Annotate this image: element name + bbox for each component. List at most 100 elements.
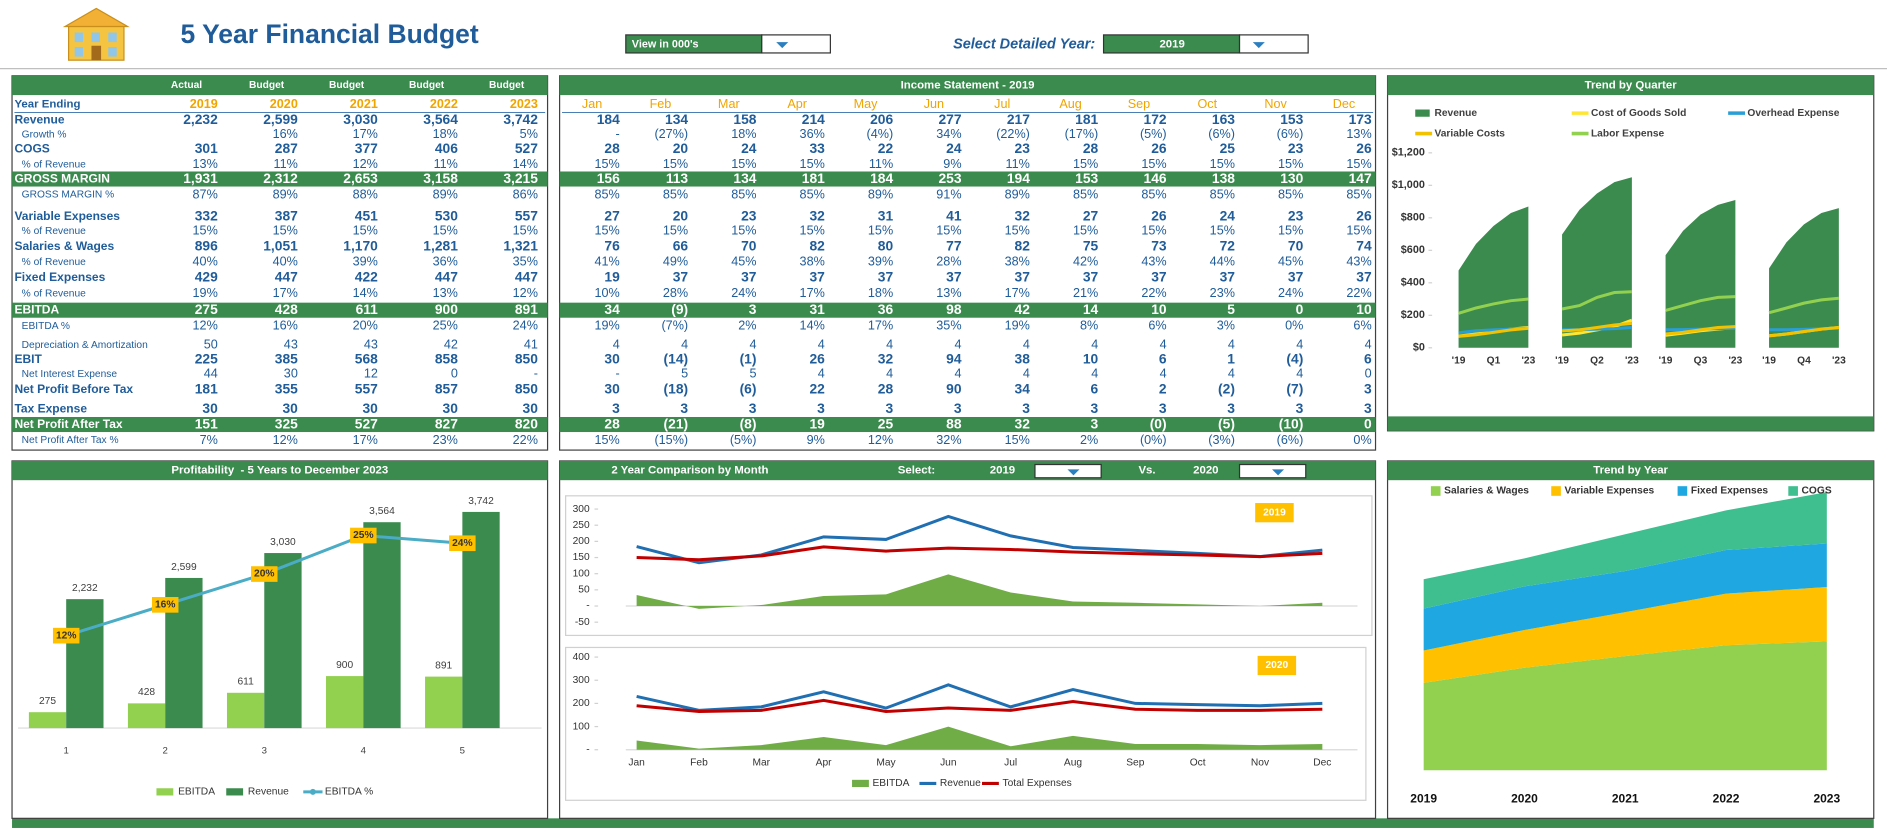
legend-label: Cost of Goods Sold <box>1591 108 1686 119</box>
row-label: Salaries & Wages <box>14 239 114 253</box>
month-header: Jun <box>924 97 944 111</box>
column-type: Budget <box>329 80 365 91</box>
x-tick-label: Oct <box>1190 758 1206 769</box>
monthly-cell: 19 <box>604 269 620 285</box>
subpanel-frame <box>565 646 1367 801</box>
panel-header <box>559 75 1376 96</box>
dropdown-arrow[interactable] <box>776 42 789 49</box>
dropdown-arrow[interactable] <box>1067 469 1080 476</box>
annual-cell: 7% <box>200 433 218 447</box>
monthly-cell: 15% <box>663 223 688 237</box>
monthly-cell: 15% <box>1210 223 1235 237</box>
monthly-cell: (7) <box>1286 381 1303 397</box>
monthly-cell: 3 <box>1091 415 1099 431</box>
annual-cell: 447 <box>435 269 458 285</box>
monthly-cell: 66 <box>673 237 689 253</box>
monthly-cell: 3 <box>1296 400 1304 416</box>
annual-cell: 275 <box>195 301 218 317</box>
monthly-cell: 15% <box>800 223 825 237</box>
monthly-cell: 5 <box>681 367 688 381</box>
annual-cell: 15% <box>193 223 218 237</box>
month-header: Jul <box>994 97 1010 111</box>
monthly-cell: 70 <box>741 237 757 253</box>
annual-cell: 850 <box>515 381 538 397</box>
line <box>1458 326 1529 338</box>
annual-cell: 20% <box>353 318 378 332</box>
dropdown-value[interactable]: View in 000's <box>632 38 699 50</box>
panel-header <box>1387 460 1874 481</box>
row-label: % of Revenue <box>22 288 87 299</box>
compare-year-select[interactable]: 2019 <box>990 465 1015 477</box>
year-dropdown[interactable]: 2019 <box>1102 34 1309 54</box>
compare-year-select[interactable]: 2020 <box>1193 465 1218 477</box>
monthly-cell: 37 <box>673 269 689 285</box>
y-tick-label: - <box>586 744 589 755</box>
annual-cell: 385 <box>275 350 298 366</box>
monthly-cell: 27 <box>604 207 620 223</box>
monthly-cell: (27%) <box>654 127 688 141</box>
monthly-cell: (5%) <box>1140 127 1167 141</box>
monthly-cell: 74 <box>1356 237 1372 253</box>
legend-label: EBITDA <box>178 787 215 798</box>
x-tick-label: '23 <box>1728 356 1742 367</box>
monthly-cell: (4%) <box>867 127 894 141</box>
monthly-cell: 8% <box>1080 318 1098 332</box>
monthly-cell: 85% <box>1210 187 1235 201</box>
monthly-cell: 85% <box>731 187 756 201</box>
monthly-cell: 4 <box>1091 367 1098 381</box>
monthly-cell: 37 <box>1356 269 1372 285</box>
annual-cell: 301 <box>195 140 218 156</box>
monthly-cell: 23 <box>1015 140 1031 156</box>
annual-cell: 557 <box>355 381 378 397</box>
annual-cell: 1,281 <box>423 237 458 253</box>
dropdown-button[interactable] <box>761 34 831 54</box>
monthly-cell: 15% <box>594 223 619 237</box>
monthly-cell: 3 <box>1364 381 1372 397</box>
column-type: Budget <box>249 80 285 91</box>
monthly-cell: 80 <box>878 237 894 253</box>
monthly-cell: 10 <box>1083 350 1099 366</box>
dropdown-arrow[interactable] <box>1272 469 1285 476</box>
monthly-cell: 4 <box>818 367 825 381</box>
dropdown-value[interactable]: 2019 <box>1159 39 1184 51</box>
monthly-cell: 1 <box>1227 350 1235 366</box>
x-tick-label: '19 <box>1452 356 1466 367</box>
monthly-cell: 0 <box>1364 415 1372 431</box>
monthly-cell: 28 <box>604 415 620 431</box>
annual-cell: 12% <box>193 318 218 332</box>
monthly-cell: 22 <box>809 381 825 397</box>
monthly-cell: 134 <box>665 111 688 127</box>
monthly-cell: 20 <box>673 207 689 223</box>
dropdown-button[interactable] <box>1238 463 1307 479</box>
monthly-cell: 34 <box>604 301 620 317</box>
monthly-cell: 85% <box>1073 187 1098 201</box>
row-label: Variable Expenses <box>14 209 120 223</box>
dropdown-button[interactable] <box>1034 463 1102 479</box>
data-label: 3,742 <box>468 496 494 507</box>
monthly-cell: 5 <box>1227 301 1235 317</box>
legend-marker <box>309 788 316 795</box>
annual-cell: 89% <box>433 187 458 201</box>
monthly-cell: 138 <box>1212 170 1235 186</box>
y-tick-label: 100 <box>573 721 590 732</box>
monthly-cell: 15% <box>1005 433 1030 447</box>
data-label: 24% <box>452 538 472 549</box>
data-label: 891 <box>435 660 452 671</box>
row-band <box>12 171 548 187</box>
monthly-cell: 15% <box>594 433 619 447</box>
annual-cell: 18% <box>433 127 458 141</box>
row-band <box>12 302 548 318</box>
monthly-cell: 85% <box>1346 187 1371 201</box>
monthly-cell: 15% <box>800 157 825 171</box>
year-label: Year Ending <box>14 99 80 111</box>
monthly-cell: 77 <box>946 237 962 253</box>
bar <box>326 676 364 729</box>
monthly-cell: 90 <box>946 381 962 397</box>
view-dropdown[interactable]: View in 000's <box>625 34 831 54</box>
dropdown-button[interactable] <box>1238 34 1309 54</box>
dropdown-arrow[interactable] <box>1252 42 1265 49</box>
legend-label: Revenue <box>248 787 289 798</box>
annual-cell: 12% <box>353 157 378 171</box>
monthly-cell: 6 <box>1159 350 1167 366</box>
annual-cell: 24% <box>513 318 538 332</box>
